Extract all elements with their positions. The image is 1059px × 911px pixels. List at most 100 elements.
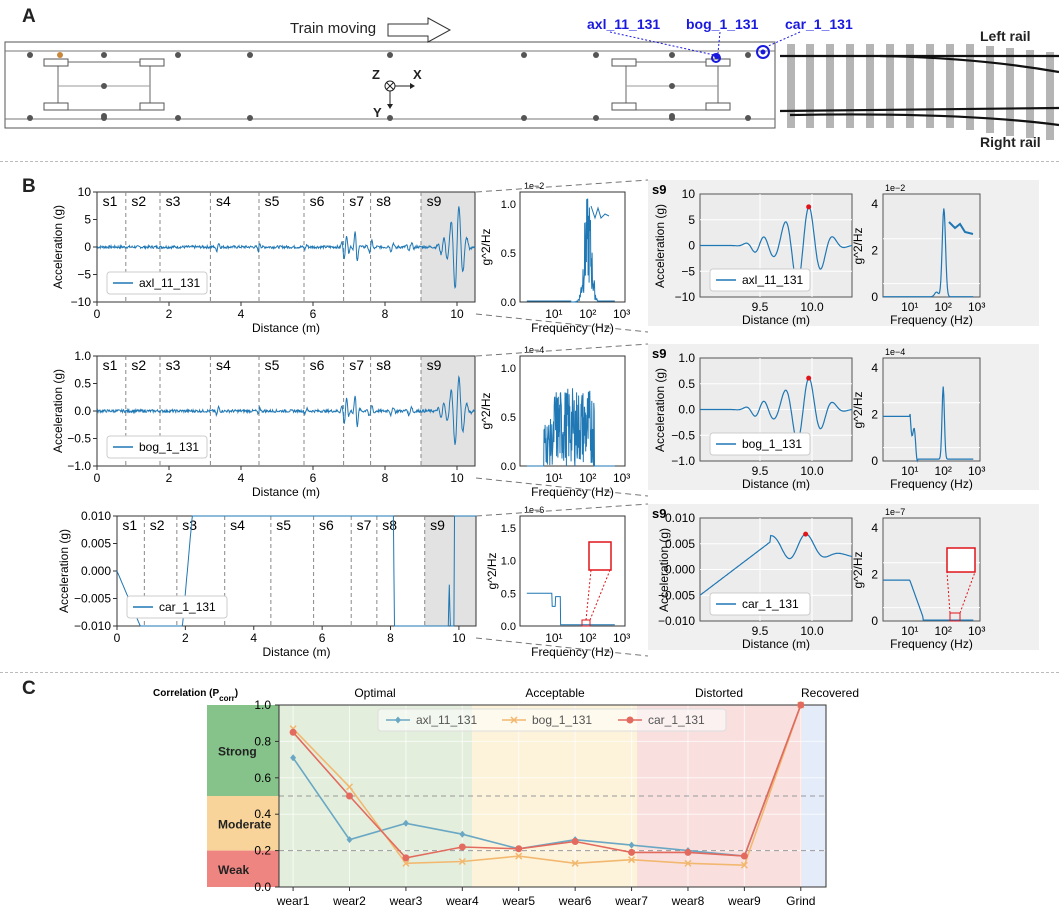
zoom-connector	[475, 343, 649, 357]
separator	[0, 161, 1059, 162]
legend-marker	[626, 716, 634, 724]
psd-y-axis-label: g^2/Hz	[479, 229, 493, 266]
freq-tick-label: 10³	[613, 307, 630, 321]
psd-exponent: 1e−6	[524, 505, 544, 515]
y-tick-label: 10	[78, 185, 92, 199]
zoom-legend-box	[709, 268, 811, 292]
zoom-legend-label: car_1_131	[742, 597, 799, 611]
wheel-icon	[705, 102, 731, 111]
sensor-label-car: car_1_131	[785, 16, 853, 32]
wheel-icon	[43, 102, 69, 111]
signal-row-car_1_131: s1 s2 s3 s4 s5 s6 s7 s8 s90.0100.0050.000−0.005−…	[57, 205, 1039, 659]
peak-marker	[806, 204, 812, 210]
x-tick-label: wear8	[671, 894, 705, 908]
x-tick-label: 6	[310, 307, 317, 321]
inset-leader	[585, 569, 592, 621]
zoom-psd-inset-box	[946, 547, 976, 573]
zoom-y-tick-label: 0.010	[665, 511, 695, 525]
zoom-freq-tick-label: 10¹	[901, 624, 918, 638]
section-label-s9: s9	[427, 357, 442, 373]
zoom-psd-y-tick-label: 4	[871, 521, 878, 535]
y-tick-label: 0.6	[254, 771, 271, 785]
legend-box	[106, 271, 208, 295]
x-tick-label: 6	[319, 631, 326, 645]
x-tick-label: 0	[114, 631, 121, 645]
zoom-section-label: s9	[652, 506, 666, 521]
y-tick-label: 1.0	[254, 698, 271, 712]
zoom-legend-label: bog_1_131	[742, 437, 802, 451]
zoom-psd-y-axis-label: g^2/Hz	[851, 552, 865, 589]
signal-row-bog_1_131: s1 s2 s3 s4 s5 s6 s7 s8 s91.00.50.0−0.5−1.00 2 4 6 8…	[51, 343, 1039, 499]
track-sleepers	[787, 44, 1054, 140]
axis-z-label: Z	[372, 67, 380, 82]
zoom-y-tick-label: 0.5	[678, 377, 695, 391]
freq-tick-label: 10¹	[545, 307, 562, 321]
leader-line	[609, 31, 715, 56]
freq-axis-label: Frequency (Hz)	[531, 321, 614, 335]
x-tick-label: wear3	[389, 894, 423, 908]
data-point	[628, 856, 636, 864]
data-point	[628, 848, 636, 856]
section-label-s4: s4	[230, 517, 245, 533]
zoom-psd-trace	[883, 208, 974, 298]
psd-y-tick-label: 1.0	[501, 363, 516, 375]
zoom-legend-box	[709, 592, 811, 616]
x-tick-label: 10	[452, 631, 466, 645]
panel-a-schematic	[4, 17, 1059, 140]
y-axis-label: Acceleration (g)	[51, 205, 65, 289]
zoom-connector	[475, 503, 649, 517]
legend-marker	[510, 716, 518, 724]
y-axis-label: Acceleration (g)	[57, 529, 71, 613]
section-label-s4: s4	[216, 193, 231, 209]
freq-tick-label: 10¹	[545, 471, 562, 485]
freq-tick-label: 10³	[613, 471, 630, 485]
legend-label: bog_1_131	[139, 440, 199, 454]
x-tick-label: wear7	[614, 894, 648, 908]
y-tick-label: 0.010	[81, 509, 111, 523]
zoom-y-tick-label: 5	[688, 213, 695, 227]
zoom-psd-trace	[883, 579, 974, 621]
section-label-s2: s2	[131, 193, 146, 209]
zoom-y-tick-label: −1.0	[671, 454, 695, 468]
section-label-s4: s4	[216, 357, 231, 373]
psd-inset-trace	[590, 205, 610, 220]
x-tick-label: wear1	[276, 894, 310, 908]
x-tick-label: 8	[382, 307, 389, 321]
section-label-s1: s1	[103, 357, 118, 373]
legend-box	[377, 708, 727, 732]
axis-y-label: Y	[373, 105, 382, 120]
data-point	[684, 859, 692, 867]
zoom-trace	[699, 533, 853, 596]
y-tick-label: 0.8	[254, 734, 271, 748]
data-point	[402, 859, 410, 867]
right-rail-label: Right rail	[980, 134, 1041, 150]
legend-label: axl_11_131	[139, 276, 200, 290]
data-point	[684, 848, 692, 856]
zoom-x-axis-label: Distance (m)	[742, 313, 810, 327]
zoom-y-tick-label: −10	[675, 290, 696, 304]
zoom-x-tick-label: 9.5	[752, 300, 769, 314]
section-label-s8: s8	[376, 193, 391, 209]
zoom-connector	[475, 477, 649, 497]
zoom-psd-exponent: 1e−7	[885, 507, 905, 517]
freq-tick-label: 10¹	[545, 631, 562, 645]
y-tick-label: 0.0	[254, 880, 271, 894]
track-rails	[779, 54, 1059, 127]
bog-sensor-marker	[714, 53, 720, 59]
strength-band	[207, 705, 279, 796]
section-label-s2: s2	[131, 357, 146, 373]
zoom-psd-exponent: 1e−2	[885, 183, 905, 193]
panel-label-a: A	[22, 6, 36, 27]
psd-trace	[526, 198, 615, 303]
freq-tick-label: 10²	[579, 307, 596, 321]
psd-y-tick-label: 1.0	[501, 556, 516, 568]
freq-tick-label: 10²	[579, 471, 596, 485]
psd-inset-box	[588, 541, 612, 571]
x-tick-label: Grind	[786, 894, 815, 908]
peak-marker	[803, 531, 809, 537]
strength-band-label: Weak	[218, 863, 249, 877]
data-point	[402, 819, 409, 827]
zoom-psd-y-axis-label: g^2/Hz	[851, 392, 865, 429]
y-tick-label: 0	[84, 240, 91, 254]
